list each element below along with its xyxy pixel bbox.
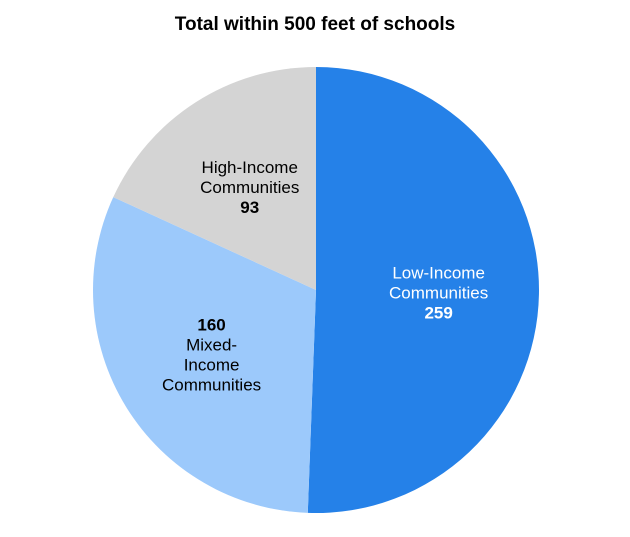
pie-slices [93,67,539,513]
pie-category-label: Low-Income [392,263,485,282]
pie-category-label: Communities [200,178,299,197]
pie-label-mixed-income-communities: 160 Mixed-Income Communities [162,315,261,394]
pie-slice-mixed-income-communities [93,197,317,513]
pie-slice-high-income-communities [113,67,316,290]
pie-value-label: 160 [197,315,225,334]
pie-category-label: Communities [389,283,488,302]
pie-label-high-income-communities: High-Income Communities 93 [200,158,299,217]
pie-value-label: 259 [424,303,452,322]
pie-category-label: Communities [162,375,261,394]
pie-category-label: Mixed- [186,335,237,354]
pie-category-label: Income [184,355,240,374]
pie-label-low-income-communities: Low-Income Communities 259 [389,263,488,322]
pie-category-label: High-Income [202,158,298,177]
pie-slice-low-income-communities [307,67,539,513]
chart-title: Total within 500 feet of schools [174,14,456,35]
pie-value-label: 93 [240,198,259,217]
